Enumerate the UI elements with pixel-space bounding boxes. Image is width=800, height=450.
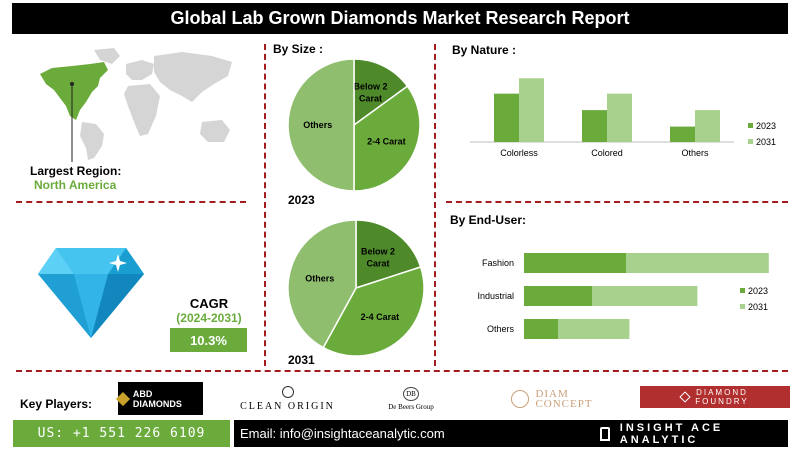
size-pie-2023-year: 2023	[288, 193, 315, 207]
nature-legend-2031: 2031	[756, 137, 776, 147]
key-players-label: Key Players:	[20, 397, 93, 411]
map-europe	[126, 60, 154, 80]
end-user-tick-fashion: Fashion	[482, 258, 514, 268]
de-beers-logo: DB De Beers Group	[372, 384, 450, 414]
size-2031-label-2-4-carat: 2-4 Carat	[361, 312, 400, 322]
end-user-legend-2031: 2031	[748, 302, 768, 312]
diamond-icon	[38, 248, 144, 338]
nature-tick-colored: Colored	[591, 148, 623, 158]
divider-left	[264, 44, 266, 366]
size-2023-label-2-4-carat: 2-4 Carat	[367, 136, 406, 146]
nature-bar-others-2031	[695, 110, 720, 142]
cagr-value: 10.3%	[170, 328, 247, 352]
end-user-tick-industrial: Industrial	[477, 291, 514, 301]
end-user-legend-swatch-2023	[740, 288, 745, 293]
end-user-bar-industrial-2023	[524, 286, 592, 306]
footer-brand: INSIGHT ACE ANALYTIC	[600, 420, 800, 447]
size-2031-slice-2-4-carat	[322, 266, 425, 357]
end-user-bar-others-2031	[558, 319, 630, 339]
nature-bar-colored-2023	[582, 110, 607, 142]
largest-region-value: North America	[34, 178, 117, 192]
divider-bottom	[16, 370, 788, 372]
footer-phone[interactable]: US: +1 551 226 6109	[13, 420, 230, 447]
diamond-foundry-logo: DIAMOND FOUNDRY	[640, 386, 790, 408]
size-2023-label-below-2-carat: Below 2 Carat	[353, 82, 387, 104]
footer-email[interactable]: Email: info@insightaceanalytic.com	[240, 426, 445, 441]
end-user-tick-others: Others	[487, 324, 515, 334]
size-2023-slice-below-2-carat	[353, 58, 409, 127]
size-2031-slice-below-2-carat	[355, 219, 422, 290]
size-pie-2031: Below 2 Carat 2-4 Carat Others	[287, 219, 425, 357]
nature-legend-swatch-2023	[748, 123, 753, 128]
clean-origin-mark-icon	[281, 386, 294, 398]
map-africa	[124, 84, 160, 136]
diam-concept-logo: DIAM CONCEPT	[482, 386, 622, 412]
diam-concept-text-2: CONCEPT	[535, 398, 593, 410]
diam-concept-mark-icon	[511, 390, 530, 408]
map-greenland	[94, 48, 120, 64]
gem-icon	[115, 391, 130, 406]
de-beers-mark: DB	[403, 387, 419, 401]
end-user-legend-2023: 2023	[748, 286, 768, 296]
map-australia	[200, 120, 230, 142]
end-user-bar-fashion-2031	[626, 253, 769, 273]
size-2023-label-others: Others	[303, 120, 332, 130]
size-2031-slice-others	[287, 219, 357, 349]
divider-right	[434, 44, 436, 366]
nature-legend-swatch-2031	[748, 139, 753, 144]
footer-bar	[234, 420, 788, 447]
divider-region	[16, 201, 246, 203]
end-user-legend-swatch-2031	[740, 304, 745, 309]
nature-bar-colorless-2031	[519, 78, 544, 142]
divider-nature	[446, 201, 788, 203]
by-nature-title: By Nature :	[452, 43, 517, 57]
world-map	[40, 48, 232, 162]
map-asia	[154, 52, 232, 102]
de-beers-text: De Beers Group	[388, 403, 434, 411]
region-pointer-dot	[70, 82, 74, 86]
diamond-foundry-mark-icon	[679, 391, 691, 403]
end-user-bar-fashion-2023	[524, 253, 626, 273]
nature-legend-2023: 2023	[756, 121, 776, 131]
diamond-foundry-text-1: DIAMOND	[696, 388, 748, 397]
by-end-user-title: By End-User:	[450, 213, 527, 227]
clean-origin-text: CLEAN ORIGIN	[240, 401, 335, 412]
report-title: Global Lab Grown Diamonds Market Researc…	[12, 3, 788, 34]
end-user-bar-chart: Fashion Industrial Others 2023 2031	[477, 253, 769, 339]
insight-ace-logo-icon	[600, 426, 610, 441]
nature-bar-others-2023	[670, 126, 695, 142]
by-size-title: By Size :	[273, 42, 324, 56]
size-2031-label-others: Others	[305, 274, 334, 284]
size-2023-slice-2-4-carat	[353, 85, 421, 192]
cagr-label: CAGR	[189, 296, 229, 311]
map-south-america	[80, 122, 104, 160]
diamond-foundry-text-2: FOUNDRY	[695, 397, 749, 406]
map-north-america	[40, 62, 108, 120]
clean-origin-logo: CLEAN ORIGIN	[240, 382, 335, 416]
size-2031-label-below-2-carat: Below 2 Carat	[361, 247, 395, 269]
size-2023-slice-others	[287, 58, 355, 192]
size-pie-2023: Below 2 Carat 2-4 Carat Others	[287, 58, 421, 192]
nature-tick-colorless: Colorless	[500, 148, 538, 158]
size-pie-2031-year: 2031	[288, 353, 315, 367]
end-user-bar-others-2023	[524, 319, 558, 339]
footer-brand-text: INSIGHT ACE ANALYTIC	[619, 421, 724, 446]
end-user-bar-industrial-2031	[592, 286, 698, 306]
abd-diamonds-text: ABD DIAMONDS	[132, 388, 182, 409]
cagr-range: (2024-2031)	[176, 311, 242, 325]
nature-bar-chart: Colorless Colored Others 2023 2031	[470, 78, 776, 158]
nature-bar-colored-2031	[607, 93, 632, 142]
abd-diamonds-logo: ABD DIAMONDS	[115, 382, 203, 415]
diam-concept-text-1: DIAM	[535, 388, 569, 400]
nature-tick-others: Others	[681, 148, 709, 158]
largest-region-label: Largest Region:	[30, 164, 122, 178]
nature-bar-colorless-2023	[494, 93, 519, 142]
